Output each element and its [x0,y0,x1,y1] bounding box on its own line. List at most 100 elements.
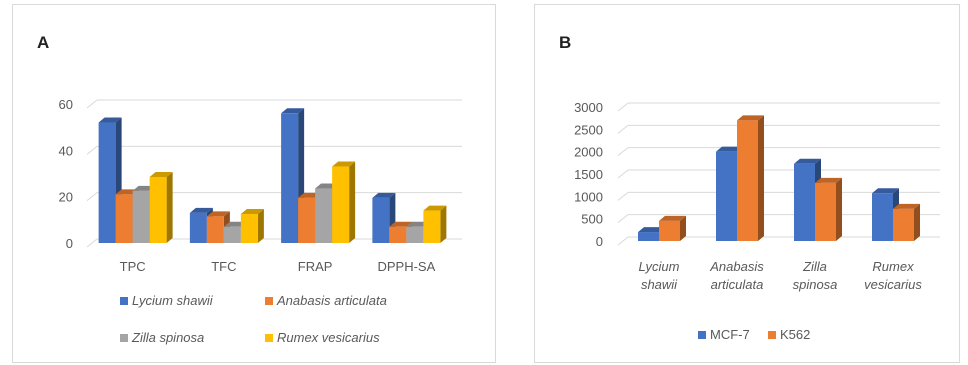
bar-a-side [257,209,264,243]
y-tick-label-b: 1000 [574,189,603,204]
x-tick-label-b: Lycium [639,259,680,274]
legend-label-a: Zilla spinosa [131,330,204,345]
x-tick-label-a: TFC [211,259,236,274]
bar-b-top [737,115,764,121]
gridline-floor-a [86,192,98,202]
bar-a [132,190,150,243]
chart-panel-a: A [12,4,496,363]
x-tick-label-b: Anabasis [709,259,764,274]
bar-b [872,193,893,241]
x-tick-label-b: spinosa [793,277,838,292]
bar-b [815,182,836,241]
bar-a-top [332,161,356,167]
y-tick-label-b: 1500 [574,167,603,182]
y-tick-label-b: 0 [596,234,603,249]
y-tick-label-a: 60 [59,97,73,112]
bar-a [372,197,390,243]
bar-a [406,226,424,243]
bar-b [659,220,680,241]
bar-b [638,232,659,241]
bar-a [281,113,299,244]
bar-a-top [372,192,396,198]
bar-a [206,216,224,243]
gridline-floor-a [86,238,98,248]
bar-a [240,214,258,243]
gridline-floor-a [86,99,98,109]
y-tick-label-a: 0 [66,236,73,251]
bar-a-top [423,205,447,211]
bar-b-side [680,215,686,241]
bar-b-top [872,188,899,194]
bar-b [794,163,815,241]
legend-label-a: Lycium shawii [132,293,214,308]
x-tick-label-a: TPC [120,259,146,274]
x-tick-label-b: shawii [641,277,678,292]
bar-a-top [189,207,213,213]
bar-a [298,197,316,243]
bar-b-top [659,215,686,221]
bar-a-top [206,211,230,217]
y-tick-label-b: 3000 [574,100,603,115]
bar-a-side [166,171,173,243]
x-tick-label-a: DPPH-SA [377,259,435,274]
gridline-floor-a [86,145,98,155]
gridline-floor-b [617,236,629,246]
bar-a-side [349,161,356,243]
bar-a-top [240,209,264,215]
panel-label-b: B [559,33,572,52]
bar-a [389,226,407,243]
legend-swatch-a [265,297,273,305]
bar-b-side [758,115,764,241]
gridline-floor-b [617,191,629,201]
gridline-floor-b [617,147,629,157]
bar-a [315,188,333,243]
panel-label-a: A [37,33,50,52]
bar-b-top [716,146,743,152]
bar-b-top [794,158,821,164]
bar-b-top [815,177,842,183]
bar-a [189,212,207,243]
legend-swatch-a [120,334,128,342]
bar-a [149,176,167,243]
x-tick-label-b: articulata [711,277,764,292]
y-tick-label-b: 2000 [574,145,603,160]
bar-a [115,194,133,243]
y-tick-label-b: 500 [581,212,603,227]
legend-label-b: MCF-7 [710,327,750,342]
bar-a [223,226,241,243]
legend-swatch-b [768,331,776,339]
bar-a [423,210,441,243]
legend-label-a: Anabasis articulata [276,293,387,308]
x-tick-label-b: Rumex [872,259,914,274]
bar-b-side [914,203,920,241]
legend-swatch-b [698,331,706,339]
chart-a-plot: 0 20 40 60 TPC TFC FRAP DPPH-SA Lycium shawii Ana… [59,97,462,345]
bar-b-side [836,177,842,241]
bar-b [737,120,758,241]
bar-b-top [893,203,920,209]
bar-a-top [389,221,413,227]
bar-a-top [98,117,122,123]
legend-swatch-a [265,334,273,342]
gridline-floor-b [617,102,629,112]
x-tick-label-b: Zilla [802,259,827,274]
legend-swatch-a [120,297,128,305]
bar-a-top [149,171,173,177]
gridline-floor-b [617,169,629,179]
legend-label-b: K562 [780,327,810,342]
bar-b-top [638,227,665,233]
bar-a [98,122,116,243]
gridline-floor-b [617,124,629,134]
bar-b [716,151,737,241]
x-tick-label-b: vesicarius [864,277,922,292]
bar-b [893,208,914,241]
bar-a-top [281,108,305,114]
bar-a [332,166,350,243]
x-tick-label-a: FRAP [298,259,333,274]
y-tick-label-b: 2500 [574,122,603,137]
chart-b-plot: 0 500 1000 1500 2000 2500 3000 Lycium shawii Anab… [574,100,940,342]
y-tick-label-a: 40 [59,143,73,158]
legend-label-a: Rumex vesicarius [277,330,380,345]
bar-a-side [440,205,447,243]
